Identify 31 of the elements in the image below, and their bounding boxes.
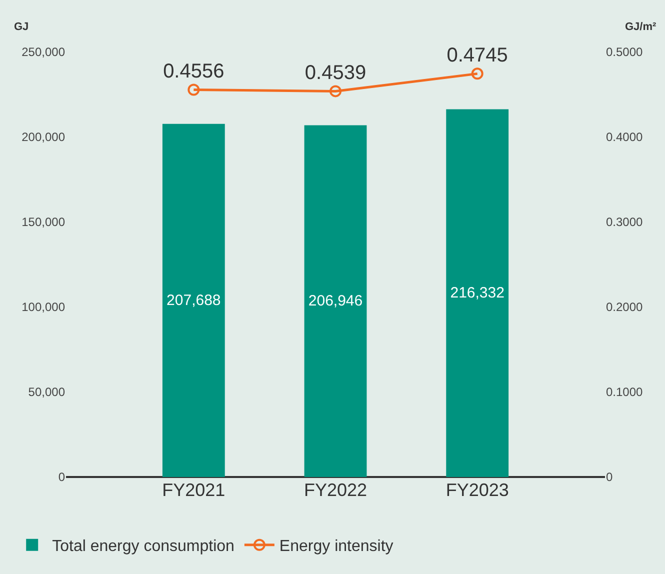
x-tick-label: FY2021 <box>162 480 226 500</box>
y2-tick-label: 0.5000 <box>606 45 644 60</box>
y-tick-label: 50,000 <box>28 385 66 400</box>
y2-tick-label: 0 <box>606 470 613 484</box>
bar <box>304 125 367 477</box>
bar <box>162 124 225 477</box>
point <box>330 85 342 98</box>
x-tick-label: FY2023 <box>446 480 509 500</box>
y-tick-label: 0 <box>58 470 66 484</box>
y-tick-label: 100,000 <box>22 300 66 314</box>
y2-tick-label: 0.4000 <box>606 130 644 144</box>
data-label: 206,946 <box>308 292 363 310</box>
data-label: 0.4539 <box>304 62 366 84</box>
data-label: 207,688 <box>166 292 221 309</box>
data-label: 0.4556 <box>163 60 224 82</box>
y2-tick-label: 0.3000 <box>606 215 644 230</box>
y2-tick-label: 0.1000 <box>606 385 644 400</box>
data-label: 0.4745 <box>446 44 508 66</box>
y2-tick-label: 0.2000 <box>606 300 644 314</box>
y-axis-title: GJ <box>14 21 29 33</box>
x-tick-label: FY2022 <box>304 480 368 500</box>
y-tick-label: 200,000 <box>22 130 66 144</box>
y-tick-label: 150,000 <box>22 215 66 230</box>
point <box>471 68 484 80</box>
legend-label: Energy intensity <box>279 538 394 556</box>
point <box>188 84 200 96</box>
y-tick-label: 250,000 <box>22 45 66 60</box>
legend-label: Total energy consumption <box>52 538 234 556</box>
bar <box>446 109 509 477</box>
data-label: 216,332 <box>450 284 504 302</box>
y2-axis-title: GJ/m² <box>625 21 657 33</box>
